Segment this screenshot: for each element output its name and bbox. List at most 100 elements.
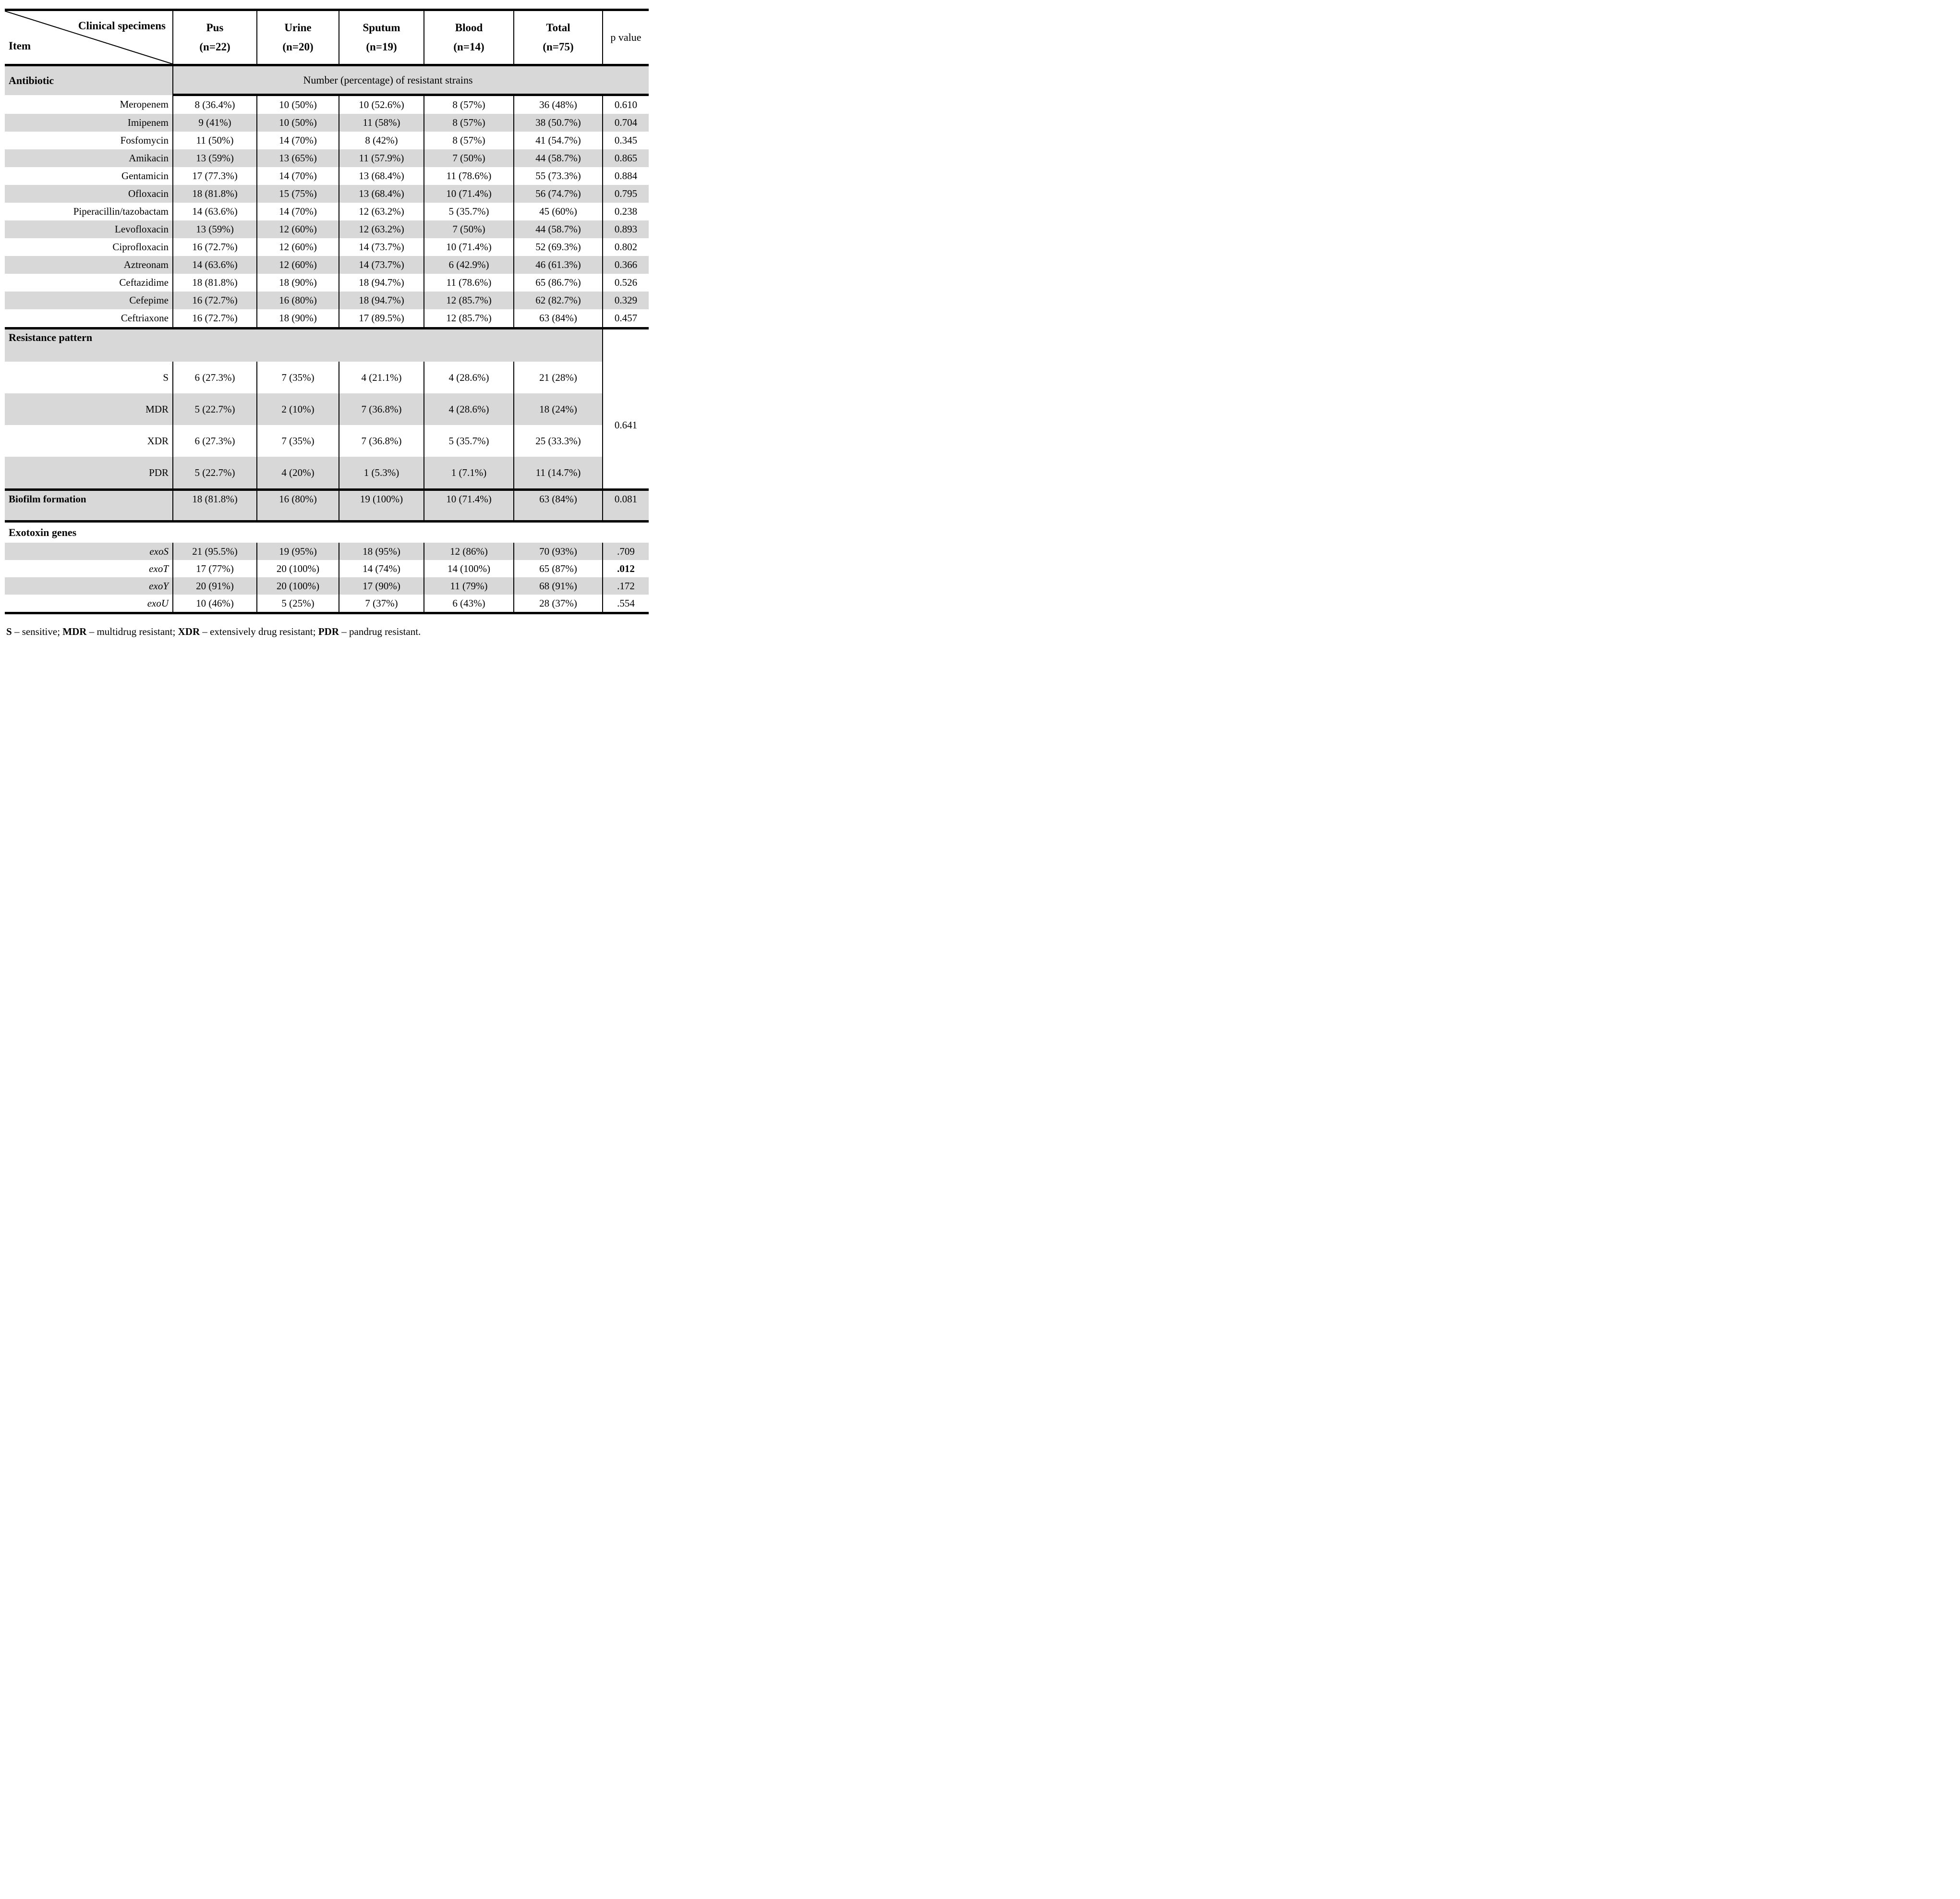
- footnote-joiner: ;: [172, 626, 178, 637]
- p-value: .554: [602, 595, 649, 614]
- p-value: .709: [602, 543, 649, 560]
- footnote-desc: pandrug resistant: [349, 626, 419, 637]
- cell-value: 2 (10%): [256, 393, 339, 425]
- cell-value: 18 (81.8%): [172, 488, 257, 523]
- resistance-banner-row: Resistance pattern: [5, 327, 649, 362]
- cell-value: 14 (70%): [256, 167, 339, 185]
- cell-value: 6 (42.9%): [423, 256, 514, 274]
- cell-value: 16 (72.7%): [172, 309, 257, 329]
- table-row: XDR 6 (27.3%) 7 (35%) 7 (36.8%) 5 (35.7%) 25 …: [5, 425, 649, 457]
- cell-value: 18 (94.7%): [339, 292, 424, 309]
- cell-value: 21 (28%): [513, 362, 603, 393]
- footnote-joiner: ;: [313, 626, 318, 637]
- table-row: Ciprofloxacin 16 (72.7%) 12 (60%) 14 (73.7%…: [5, 238, 649, 256]
- section-label: Antibiotic: [9, 74, 54, 86]
- cell-value: 17 (90%): [339, 577, 424, 595]
- column-subtitle: (n=19): [366, 41, 397, 53]
- cell-value: 44 (58.7%): [513, 149, 603, 167]
- cell-value: 17 (77.3%): [172, 167, 257, 185]
- cell-value: 13 (68.4%): [339, 167, 424, 185]
- cell-value: 17 (77%): [172, 560, 257, 577]
- column-title: Total: [546, 22, 570, 34]
- cell-value: 4 (21.1%): [339, 362, 424, 393]
- cell-value: 5 (22.7%): [172, 457, 257, 490]
- cell-value: 41 (54.7%): [513, 132, 603, 149]
- cell-value: 7 (35%): [256, 362, 339, 393]
- table-row: Fosfomycin 11 (50%) 14 (70%) 8 (42%) 8 (57%)…: [5, 132, 649, 149]
- footnote-separator: –: [200, 626, 210, 637]
- cell-value: 12 (86%): [423, 543, 514, 560]
- cell-value: 65 (87%): [513, 560, 603, 577]
- cell-value: 6 (27.3%): [172, 425, 257, 457]
- p-value: 0.610: [602, 95, 649, 114]
- cell-value: 12 (63.2%): [339, 203, 424, 220]
- resistance-section: Resistance pattern S 6 (27.3%) 7 (35%) 4 (21…: [5, 327, 649, 490]
- column-header-urine: Urine (n=20): [256, 10, 339, 66]
- cell-value: 20 (100%): [256, 560, 339, 577]
- p-value: 0.893: [602, 220, 649, 238]
- cell-value: 11 (58%): [339, 114, 424, 132]
- cell-value: 5 (22.7%): [172, 393, 257, 425]
- column-title: Blood: [455, 22, 483, 34]
- cell-value: 5 (35.7%): [423, 425, 514, 457]
- cell-value: 13 (59%): [172, 220, 257, 238]
- cell-value: 13 (65%): [256, 149, 339, 167]
- footnote-separator: –: [86, 626, 97, 637]
- footnote-abbr: XDR: [178, 626, 200, 637]
- footnote-desc: multidrug resistant: [97, 626, 173, 637]
- p-value: 0.366: [602, 256, 649, 274]
- cell-value: 12 (60%): [256, 220, 339, 238]
- table-row: Amikacin 13 (59%) 13 (65%) 11 (57.9%) 7 (50%…: [5, 149, 649, 167]
- cell-value: 14 (74%): [339, 560, 424, 577]
- cell-value: 36 (48%): [513, 95, 603, 114]
- cell-value: 18 (81.8%): [172, 274, 257, 292]
- row-label: Ofloxacin: [128, 188, 169, 199]
- p-value: 0.865: [602, 149, 649, 167]
- column-subtitle: (n=14): [453, 41, 484, 53]
- section-banner: Number (percentage) of resistant strains: [172, 65, 649, 96]
- cell-value: 7 (50%): [423, 220, 514, 238]
- cell-value: 18 (90%): [256, 309, 339, 329]
- cell-value: 28 (37%): [513, 595, 603, 614]
- row-label: PDR: [149, 466, 169, 478]
- column-subtitle: (n=75): [543, 41, 574, 53]
- cell-value: 25 (33.3%): [513, 425, 603, 457]
- table-row: Ceftazidime 18 (81.8%) 18 (90%) 18 (94.7%) 1…: [5, 274, 649, 292]
- cell-value: 1 (5.3%): [339, 457, 424, 490]
- cell-value: 63 (84%): [513, 488, 603, 523]
- cell-value: 9 (41%): [172, 114, 257, 132]
- cell-value: 14 (73.7%): [339, 238, 424, 256]
- header-row: Clinical specimens Item Pus (n=22) Urine…: [5, 10, 649, 66]
- cell-value: 11 (78.6%): [423, 167, 514, 185]
- p-value: .172: [602, 577, 649, 595]
- p-value: 0.802: [602, 238, 649, 256]
- cell-value: 55 (73.3%): [513, 167, 603, 185]
- cell-value: 16 (80%): [256, 292, 339, 309]
- cell-value: 20 (91%): [172, 577, 257, 595]
- row-label: Fosfomycin: [120, 134, 169, 146]
- cell-value: 5 (35.7%): [423, 203, 514, 220]
- cell-value: 14 (70%): [256, 203, 339, 220]
- cell-value: 45 (60%): [513, 203, 603, 220]
- row-label: Meropenem: [120, 98, 169, 110]
- row-label: exoT: [149, 562, 169, 574]
- cell-value: 10 (50%): [256, 95, 339, 114]
- row-label: Levofloxacin: [115, 223, 169, 235]
- row-label: exoU: [5, 595, 173, 614]
- cell-value: 18 (94.7%): [339, 274, 424, 292]
- cell-value: 12 (85.7%): [423, 292, 514, 309]
- cell-value: 12 (60%): [256, 256, 339, 274]
- row-label: Amikacin: [129, 152, 169, 164]
- cell-value: 5 (25%): [256, 595, 339, 614]
- cell-value: 10 (50%): [256, 114, 339, 132]
- table-row: Aztreonam 14 (63.6%) 12 (60%) 14 (73.7%) 6 (…: [5, 256, 649, 274]
- p-value: 0.345: [602, 132, 649, 149]
- cell-value: 38 (50.7%): [513, 114, 603, 132]
- paper-table-page: Clinical specimens Item Pus (n=22) Urine…: [0, 0, 653, 637]
- cell-value: 4 (20%): [256, 457, 339, 490]
- column-header-total: Total (n=75): [513, 10, 603, 66]
- table-row: PDR 5 (22.7%) 4 (20%) 1 (5.3%) 1 (7.1%) 11 (1…: [5, 457, 649, 490]
- cell-value: 68 (91%): [513, 577, 603, 595]
- cell-value: 18 (24%): [513, 393, 603, 425]
- row-label: exoS: [149, 545, 169, 557]
